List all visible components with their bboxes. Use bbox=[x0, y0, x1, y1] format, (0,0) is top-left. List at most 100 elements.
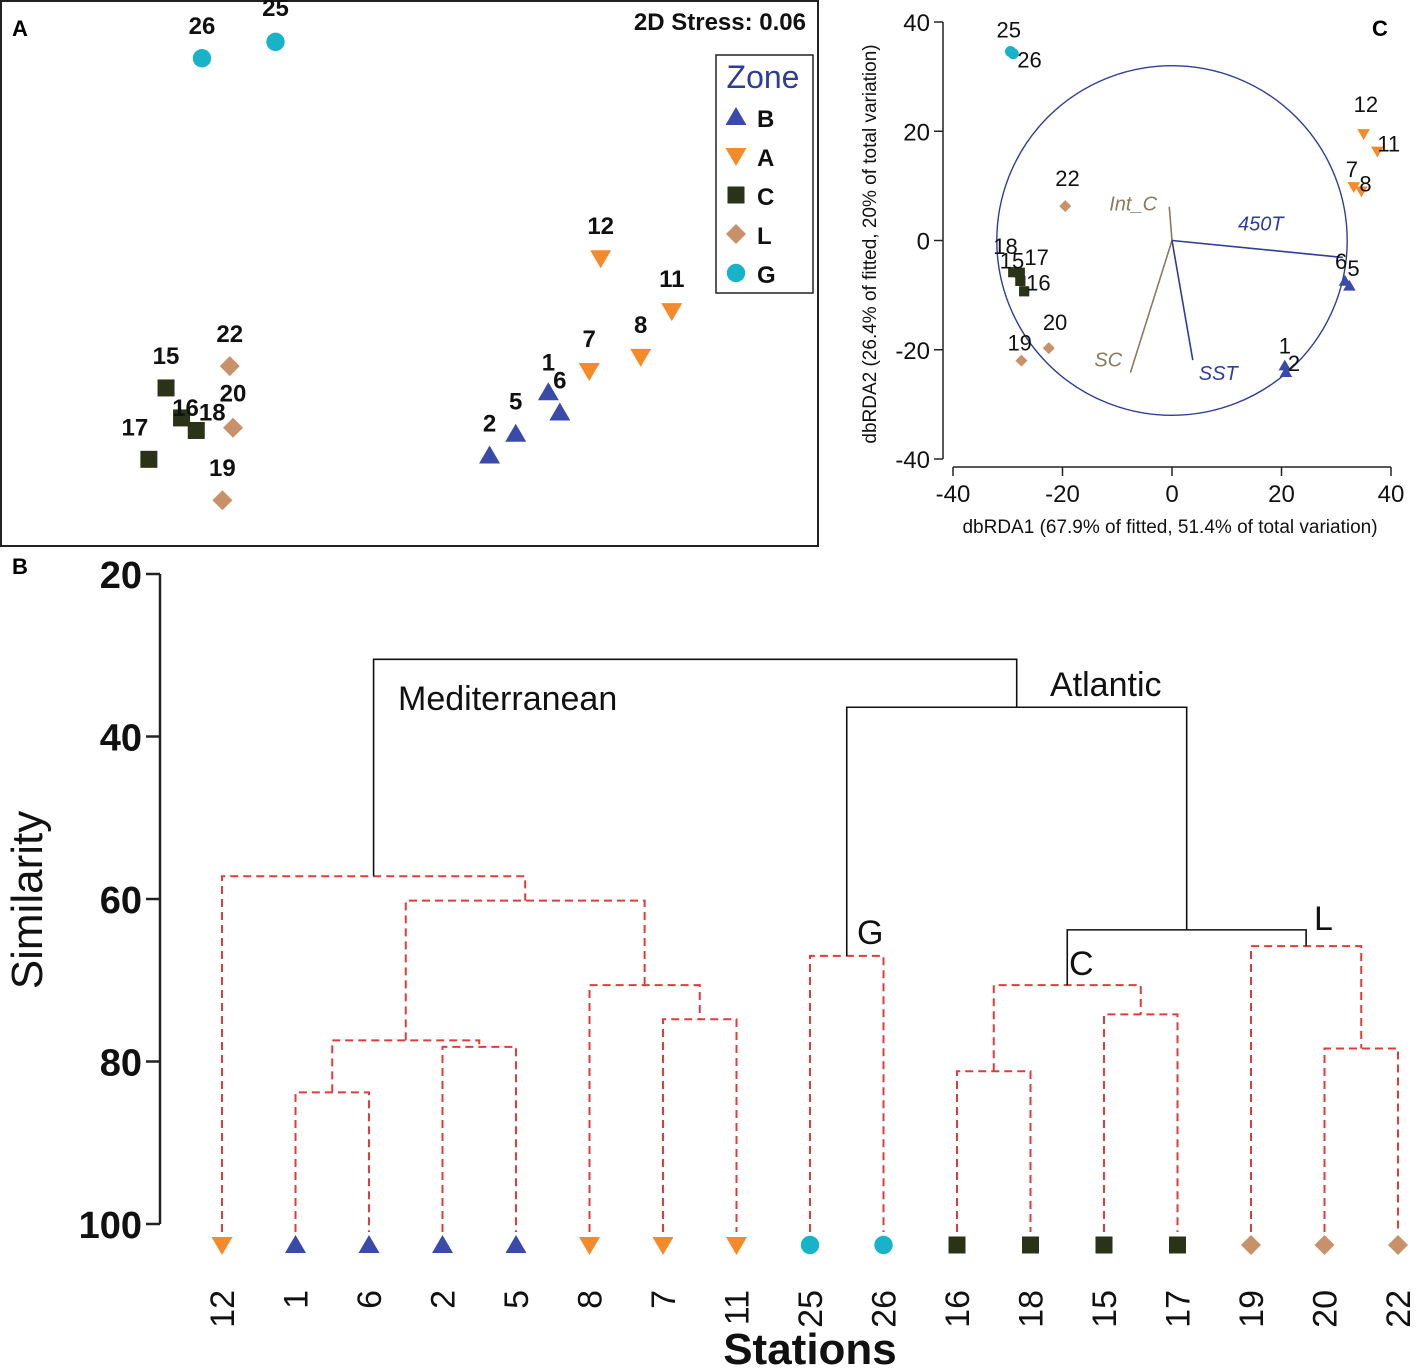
leaf-marker-19 bbox=[1241, 1235, 1261, 1255]
leaf-marker-11 bbox=[726, 1237, 747, 1255]
dendrogram-link bbox=[845, 706, 1188, 956]
c-x-axis-title: dbRDA1 (67.9% of fitted, 51.4% of total … bbox=[962, 517, 1377, 538]
dendrogram-link bbox=[956, 1070, 1032, 1232]
leaf-label-11: 11 bbox=[719, 1290, 757, 1325]
point-label-17: 17 bbox=[122, 414, 149, 441]
point-label-6: 6 bbox=[553, 367, 566, 394]
point-12 bbox=[590, 250, 612, 269]
c-point-label-16: 16 bbox=[1026, 270, 1050, 295]
leaf-label-8: 8 bbox=[572, 1290, 610, 1309]
c-point-label-20: 20 bbox=[1043, 310, 1067, 335]
point-6 bbox=[549, 402, 571, 421]
c-point-label-19: 19 bbox=[1007, 331, 1031, 356]
leaf-label-19: 19 bbox=[1233, 1290, 1271, 1328]
c-point-label-22: 22 bbox=[1055, 166, 1079, 191]
c-point-label-25: 25 bbox=[996, 17, 1020, 42]
b-x-axis-title: Stations bbox=[723, 1325, 897, 1368]
point-label-12: 12 bbox=[587, 213, 614, 240]
point-label-25: 25 bbox=[262, 0, 289, 22]
c-y-tick-label: 40 bbox=[903, 10, 930, 37]
c-point-5 bbox=[1343, 279, 1356, 291]
c-y-tick-label: 20 bbox=[903, 119, 930, 146]
point-26 bbox=[192, 49, 212, 68]
point-label-18: 18 bbox=[199, 399, 226, 426]
legend-label-A: A bbox=[757, 145, 774, 172]
c-point-12 bbox=[1357, 129, 1370, 140]
point-15 bbox=[157, 379, 175, 397]
c-point-26 bbox=[1007, 48, 1019, 60]
panel-b-y-axis: 20 40 60 80 100 bbox=[79, 555, 162, 1247]
point-label-19: 19 bbox=[209, 455, 236, 482]
c-point-label-8: 8 bbox=[1359, 171, 1371, 196]
point-1 bbox=[537, 382, 559, 401]
legend-label-L: L bbox=[757, 223, 772, 250]
b-y-tick-label: 20 bbox=[100, 555, 142, 597]
group-label-l: L bbox=[1314, 900, 1333, 938]
point-19 bbox=[212, 490, 233, 511]
dendrogram-link bbox=[441, 1045, 517, 1232]
dendrogram-leaves: 12 1 6 2 5 8 7 11 25 26 16 18 15 17 19 20 22 bbox=[204, 1235, 1417, 1328]
leaf-marker-8 bbox=[579, 1237, 600, 1255]
legend-title: Zone bbox=[727, 59, 800, 95]
leaf-marker-18 bbox=[1022, 1236, 1039, 1254]
b-y-tick-label: 80 bbox=[100, 1043, 142, 1085]
point-label-2: 2 bbox=[483, 411, 496, 438]
point-label-1: 1 bbox=[542, 349, 555, 376]
dendrogram-link bbox=[1323, 1047, 1399, 1232]
point-11 bbox=[661, 303, 683, 322]
c-point-label-6: 6 bbox=[1335, 249, 1347, 274]
leaf-label-25: 25 bbox=[792, 1290, 830, 1328]
c-point-label-26: 26 bbox=[1017, 48, 1041, 73]
point-8 bbox=[630, 348, 652, 367]
point-2 bbox=[479, 445, 501, 464]
b-y-tick-label: 60 bbox=[100, 880, 142, 922]
point-label-7: 7 bbox=[583, 326, 596, 353]
circle-icon bbox=[726, 263, 746, 283]
leaf-marker-7 bbox=[652, 1237, 674, 1255]
c-point-label-7: 7 bbox=[1346, 157, 1358, 182]
group-label-atlantic: Atlantic bbox=[1050, 666, 1162, 704]
legend-box bbox=[715, 54, 814, 294]
leaf-marker-17 bbox=[1169, 1236, 1186, 1254]
point-22 bbox=[219, 356, 240, 377]
b-y-axis-title: Similarity bbox=[3, 811, 52, 989]
c-point-label-11: 11 bbox=[1377, 131, 1400, 156]
c-point-11 bbox=[1371, 146, 1384, 158]
dendrogram-link bbox=[294, 1091, 370, 1232]
c-y-tick-label: 0 bbox=[917, 229, 930, 256]
vector-label-SST: SST bbox=[1199, 363, 1240, 385]
leaf-marker-15 bbox=[1095, 1236, 1113, 1254]
dendrogram-link bbox=[809, 954, 885, 1232]
point-17 bbox=[140, 450, 158, 468]
c-y-tick-label: -40 bbox=[895, 447, 930, 474]
leaf-marker-5 bbox=[505, 1235, 527, 1253]
vector-Int_C bbox=[1168, 206, 1173, 241]
leaf-label-18: 18 bbox=[1013, 1290, 1051, 1328]
point-label-22: 22 bbox=[216, 321, 243, 348]
c-point-label-12: 12 bbox=[1354, 92, 1378, 117]
legend-label-C: C bbox=[757, 184, 774, 211]
stress-label: 2D Stress: 0.06 bbox=[634, 9, 806, 36]
leaf-label-7: 7 bbox=[645, 1290, 683, 1309]
leaf-label-15: 15 bbox=[1086, 1290, 1124, 1328]
vector-450T bbox=[1171, 239, 1343, 259]
leaf-label-1: 1 bbox=[278, 1290, 316, 1309]
leaf-label-17: 17 bbox=[1160, 1290, 1198, 1328]
leaf-marker-20 bbox=[1314, 1235, 1335, 1255]
c-y-tick-label: -20 bbox=[895, 338, 930, 365]
c-point-17 bbox=[1015, 275, 1026, 287]
leaf-label-2: 2 bbox=[425, 1290, 463, 1309]
triangle-down-icon bbox=[725, 148, 747, 166]
group-label-g: G bbox=[857, 914, 883, 952]
leaf-marker-1 bbox=[285, 1235, 306, 1253]
point-label-16: 16 bbox=[172, 395, 199, 422]
group-label-mediterranean: Mediterranean bbox=[398, 680, 617, 718]
b-y-tick-label: 100 bbox=[79, 1205, 142, 1247]
dendrogram-link bbox=[992, 984, 1142, 1072]
leaf-marker-22 bbox=[1388, 1235, 1408, 1255]
leaf-label-6: 6 bbox=[351, 1290, 389, 1309]
